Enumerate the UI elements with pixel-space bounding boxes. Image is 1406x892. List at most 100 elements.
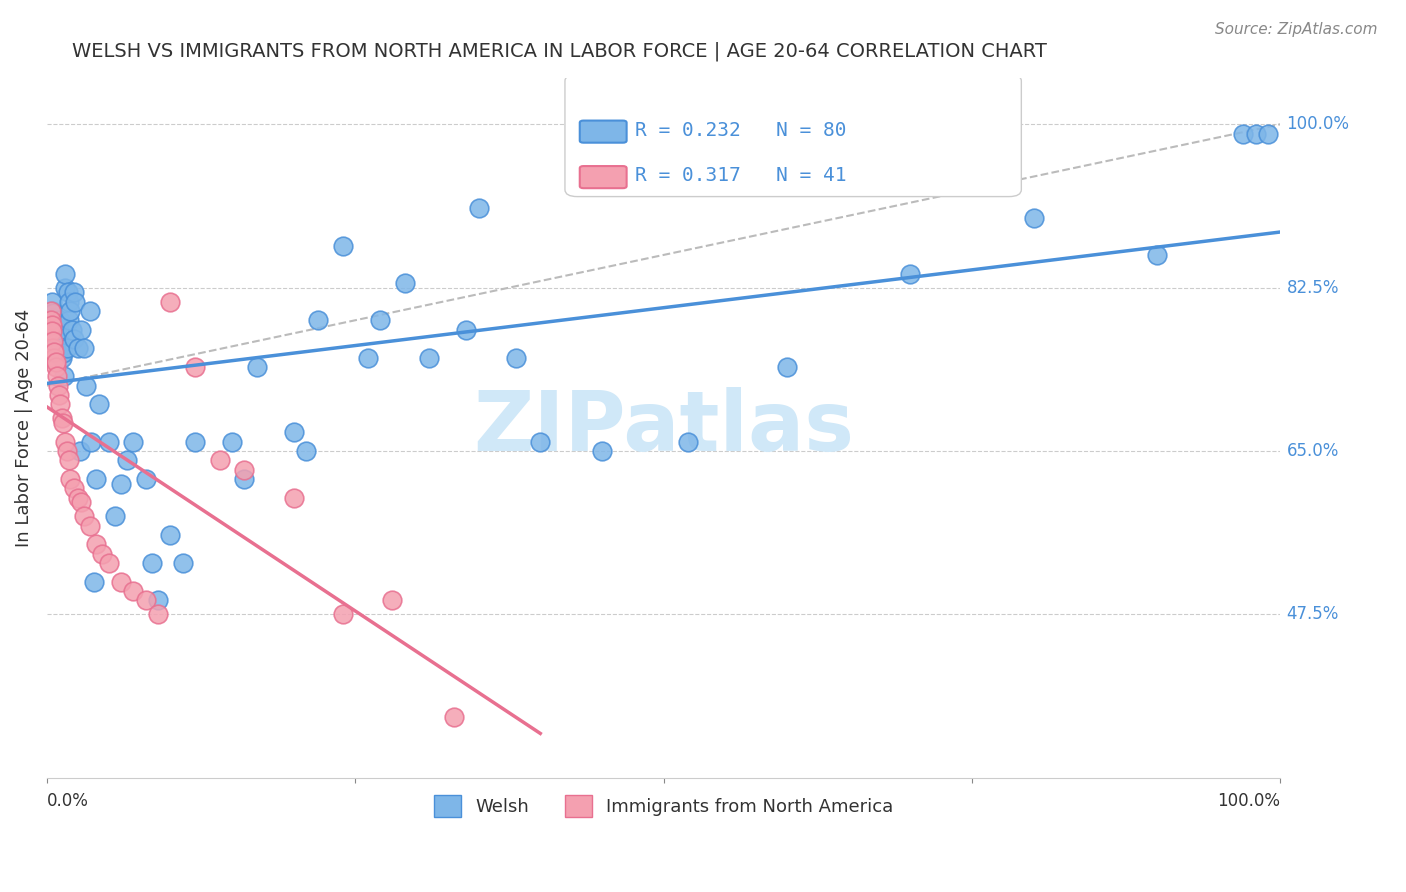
Point bbox=[295, 444, 318, 458]
Point bbox=[38, 327, 60, 342]
Point bbox=[55, 444, 77, 458]
Point bbox=[48, 332, 70, 346]
Point bbox=[51, 351, 73, 365]
Point bbox=[84, 537, 107, 551]
Point bbox=[46, 378, 69, 392]
Point bbox=[97, 556, 120, 570]
Point bbox=[42, 306, 65, 320]
Point bbox=[79, 518, 101, 533]
Point bbox=[283, 491, 305, 505]
Point bbox=[1022, 211, 1045, 225]
Point bbox=[51, 411, 73, 425]
Point bbox=[55, 434, 77, 449]
Point bbox=[208, 453, 231, 467]
Point bbox=[42, 334, 65, 348]
Point bbox=[70, 495, 93, 509]
Point bbox=[159, 528, 181, 542]
Point bbox=[83, 574, 105, 589]
Point bbox=[48, 388, 70, 402]
Point bbox=[135, 472, 157, 486]
Point bbox=[58, 294, 80, 309]
Point bbox=[41, 304, 63, 318]
Point bbox=[79, 304, 101, 318]
Point bbox=[70, 322, 93, 336]
Text: 47.5%: 47.5% bbox=[1286, 606, 1339, 624]
Point bbox=[678, 434, 700, 449]
Point bbox=[110, 574, 132, 589]
Point bbox=[1232, 127, 1254, 141]
Point bbox=[44, 355, 66, 369]
Point bbox=[245, 359, 267, 374]
Point bbox=[122, 434, 145, 449]
Point bbox=[394, 276, 416, 290]
FancyBboxPatch shape bbox=[579, 120, 627, 143]
Point bbox=[39, 313, 62, 327]
Point bbox=[356, 351, 378, 365]
Point bbox=[172, 556, 194, 570]
Point bbox=[56, 285, 79, 300]
Point bbox=[233, 472, 256, 486]
Point bbox=[39, 313, 62, 327]
Point bbox=[59, 472, 82, 486]
Point bbox=[97, 434, 120, 449]
Point bbox=[591, 444, 613, 458]
Point bbox=[65, 294, 87, 309]
Point bbox=[44, 351, 66, 365]
Point bbox=[48, 322, 70, 336]
Point bbox=[44, 327, 66, 342]
Point bbox=[41, 294, 63, 309]
Point bbox=[38, 322, 60, 336]
Point bbox=[63, 481, 86, 495]
Point bbox=[115, 453, 138, 467]
Point bbox=[58, 453, 80, 467]
Point bbox=[443, 710, 465, 724]
Point bbox=[73, 509, 96, 524]
Point bbox=[776, 359, 799, 374]
Point bbox=[505, 351, 527, 365]
Point bbox=[75, 378, 97, 392]
Point bbox=[63, 332, 86, 346]
Point bbox=[73, 341, 96, 355]
Point bbox=[63, 285, 86, 300]
Text: 100.0%: 100.0% bbox=[1286, 115, 1350, 133]
Point bbox=[44, 320, 66, 334]
Point bbox=[467, 201, 489, 215]
Legend: Welsh, Immigrants from North America: Welsh, Immigrants from North America bbox=[426, 788, 901, 824]
Text: R = 0.232   N = 80: R = 0.232 N = 80 bbox=[636, 120, 846, 139]
Point bbox=[66, 341, 89, 355]
Point bbox=[52, 416, 75, 430]
Point bbox=[368, 313, 391, 327]
Point bbox=[110, 476, 132, 491]
Point bbox=[184, 359, 207, 374]
Point bbox=[39, 304, 62, 318]
Point bbox=[53, 369, 76, 384]
Text: Source: ZipAtlas.com: Source: ZipAtlas.com bbox=[1215, 22, 1378, 37]
Point bbox=[44, 345, 66, 359]
Text: 82.5%: 82.5% bbox=[1286, 278, 1339, 296]
Point bbox=[46, 339, 69, 353]
Point bbox=[49, 341, 72, 355]
Point bbox=[59, 304, 82, 318]
Point bbox=[55, 341, 77, 355]
Point bbox=[45, 332, 67, 346]
Point bbox=[42, 341, 65, 355]
Point bbox=[44, 318, 66, 332]
Text: 100.0%: 100.0% bbox=[1218, 791, 1281, 810]
Point bbox=[1146, 248, 1168, 262]
Text: 0.0%: 0.0% bbox=[46, 791, 89, 810]
Point bbox=[381, 593, 404, 607]
Point bbox=[41, 325, 63, 339]
Point bbox=[184, 434, 207, 449]
Point bbox=[80, 434, 103, 449]
Point bbox=[135, 593, 157, 607]
Point bbox=[233, 462, 256, 476]
Text: ZIPatlas: ZIPatlas bbox=[474, 387, 853, 468]
Point bbox=[58, 313, 80, 327]
Point bbox=[42, 311, 65, 326]
Point bbox=[69, 444, 91, 458]
Point bbox=[146, 607, 169, 622]
Point bbox=[55, 267, 77, 281]
Point bbox=[60, 322, 83, 336]
Point bbox=[44, 322, 66, 336]
Point bbox=[159, 294, 181, 309]
